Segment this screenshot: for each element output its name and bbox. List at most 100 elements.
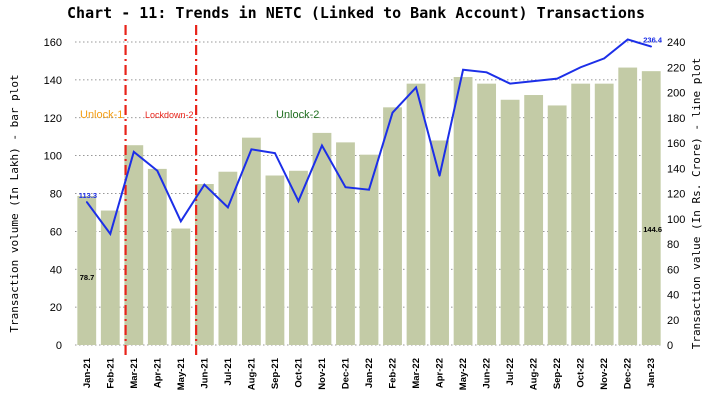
bar — [383, 107, 402, 345]
bar — [641, 71, 661, 345]
x-tick-label: Jun-22 — [482, 358, 493, 389]
x-tick-label: Oct-22 — [576, 358, 587, 388]
y-left-tick-label: 60 — [50, 226, 62, 238]
y-right-tick-label: 120 — [667, 189, 685, 201]
line-point — [603, 57, 605, 60]
line-point — [532, 80, 535, 82]
bar — [171, 228, 191, 345]
y-right-tick-label: 80 — [667, 239, 679, 251]
x-tick-label: Sep-22 — [552, 358, 563, 389]
x-tick-label: Feb-21 — [105, 357, 116, 388]
bar — [265, 175, 285, 345]
line-point — [227, 206, 229, 209]
y-left-tick-label: 100 — [44, 151, 62, 163]
bar — [453, 77, 473, 346]
x-tick-label: Aug-21 — [246, 357, 257, 390]
bar — [594, 83, 614, 345]
y-axis-right-ticks: 0 20 40 60 80 100 120 140 160 180 200 220 240 — [667, 37, 685, 352]
y-right-tick-label: 20 — [667, 315, 679, 327]
line-last-value-label: 236.4 — [643, 36, 663, 45]
line-point — [579, 66, 582, 69]
x-tick-label: Jan-22 — [364, 358, 375, 388]
bar — [547, 105, 567, 345]
line-point — [626, 38, 629, 41]
line-point — [485, 71, 488, 74]
y-axis-left-label: Transaction volume (In Lakh) - bar plot — [8, 74, 21, 332]
y-right-tick-label: 60 — [667, 264, 679, 276]
line-point — [250, 148, 253, 151]
x-tick-label: Aug-22 — [529, 358, 540, 390]
line-series — [85, 38, 653, 237]
bar — [406, 83, 426, 345]
chart-title: Chart - 11: Trends in NETC (Linked to Ba… — [67, 4, 645, 22]
line-point — [203, 183, 206, 186]
line-point — [133, 151, 135, 153]
x-tick-label: Jun-21 — [199, 357, 210, 388]
bar — [430, 140, 449, 345]
phase-divider-lines — [124, 25, 198, 358]
y-right-tick-label: 140 — [667, 163, 685, 175]
line-point — [509, 82, 511, 85]
line-point — [415, 86, 417, 89]
x-tick-label: Dec-21 — [340, 357, 351, 389]
x-tick-label: May-21 — [176, 357, 187, 390]
bar — [618, 67, 638, 346]
y-right-tick-label: 100 — [667, 214, 685, 226]
x-tick-label: Jul-22 — [505, 358, 516, 385]
line-point — [109, 233, 112, 235]
bar — [359, 154, 379, 345]
y-left-tick-label: 160 — [44, 37, 62, 49]
bar — [241, 137, 261, 345]
x-tick-label: Oct-21 — [293, 357, 304, 387]
annotation-lockdown-2: Lockdown-2 — [145, 110, 194, 120]
bar-last-value-label: 144.6 — [643, 225, 662, 234]
x-tick-label: Jul-21 — [223, 357, 234, 385]
bar — [500, 99, 520, 346]
bar — [336, 142, 355, 345]
x-tick-label: Apr-21 — [152, 357, 163, 388]
x-tick-label: Jan-23 — [646, 358, 657, 388]
bar — [477, 83, 497, 345]
line-point — [321, 144, 323, 147]
line-point — [368, 188, 370, 191]
bar — [124, 145, 144, 345]
y-right-tick-label: 180 — [667, 113, 685, 125]
bar — [312, 132, 332, 345]
x-tick-label: Nov-22 — [599, 358, 610, 390]
line-point — [85, 201, 88, 203]
bar — [77, 195, 97, 345]
line-point — [274, 152, 276, 154]
x-tick-label: Mar-21 — [129, 357, 140, 388]
bars — [77, 67, 661, 346]
x-tick-label: Feb-22 — [388, 358, 399, 389]
bar-first-value-label: 78.7 — [80, 273, 95, 282]
line-point — [462, 68, 464, 71]
line-point — [556, 77, 558, 80]
y-axis-right-label: Transaction value (In Rs. Crore) - line … — [690, 58, 703, 349]
x-tick-label: Mar-22 — [411, 358, 422, 389]
line-point — [156, 169, 159, 172]
y-right-tick-label: 40 — [667, 290, 679, 302]
x-axis-ticks: Jan-21 Feb-21 Mar-21 Apr-21 May-21 Jun-21 Jul-… — [82, 357, 657, 390]
bar — [194, 184, 214, 345]
data-labels: 113.3 236.4 78.7 144.6 — [79, 36, 663, 282]
line-point — [297, 200, 300, 202]
y-left-tick-label: 40 — [50, 264, 62, 276]
line-point — [438, 175, 441, 177]
line-point — [391, 111, 394, 114]
bar — [147, 168, 167, 345]
y-right-tick-label: 0 — [667, 340, 673, 352]
y-right-tick-label: 220 — [667, 62, 685, 74]
x-tick-label: Apr-22 — [435, 358, 446, 388]
line-first-value-label: 113.3 — [79, 191, 97, 200]
x-tick-label: Sep-21 — [270, 357, 281, 389]
y-left-tick-label: 120 — [44, 113, 62, 125]
y-left-tick-label: 20 — [50, 302, 62, 314]
x-tick-label: May-22 — [458, 358, 469, 390]
line-point — [344, 186, 347, 188]
line-point — [650, 45, 653, 48]
bar — [289, 170, 308, 345]
y-right-tick-label: 200 — [667, 88, 685, 100]
bar — [571, 83, 591, 345]
